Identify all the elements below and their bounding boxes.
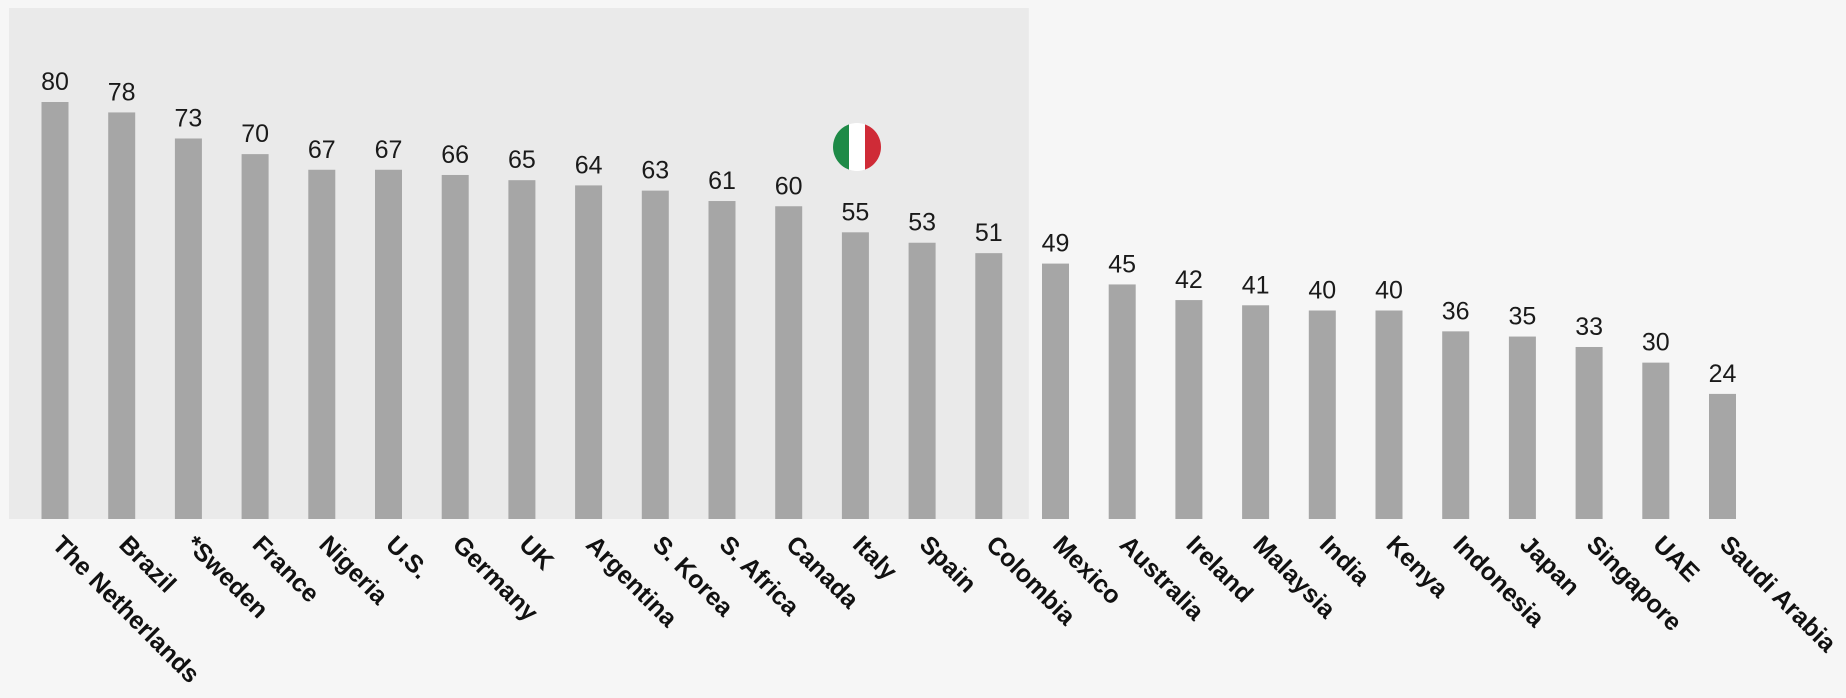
category-label-uae: UAE: [1648, 530, 1705, 587]
value-label-s-korea: 63: [641, 157, 669, 185]
bars-group: [41, 102, 1736, 520]
value-label-france: 70: [241, 120, 269, 148]
value-label-malaysia: 41: [1242, 271, 1270, 299]
bar-s-africa: [708, 201, 736, 519]
bar-u-s: [375, 169, 402, 519]
category-label-nigeria: Nigeria: [314, 530, 395, 611]
bar-nigeria: [308, 169, 336, 519]
value-label-sweden: 73: [174, 104, 202, 132]
bar-indonesia: [1442, 331, 1470, 519]
bar-italy: [841, 232, 869, 519]
bar-the-netherlands: [41, 102, 69, 519]
bar-australia: [1108, 284, 1136, 519]
value-label-singapore: 33: [1575, 313, 1603, 341]
bar-mexico: [1042, 263, 1069, 519]
bar-canada: [775, 206, 803, 519]
bar-japan: [1508, 336, 1536, 519]
value-label-s-africa: 61: [708, 167, 736, 195]
value-label-u-s: 67: [375, 136, 403, 164]
category-label-italy: Italy: [847, 530, 902, 585]
value-label-brazil: 78: [108, 78, 136, 106]
value-label-uk: 65: [508, 146, 536, 174]
value-label-colombia: 51: [975, 219, 1003, 247]
bar-s-korea: [641, 190, 669, 520]
category-label-saudi-arabia: Saudi Arabia: [1714, 530, 1842, 658]
value-label-nigeria: 67: [308, 136, 336, 164]
bar-argentina: [575, 185, 603, 519]
value-label-spain: 53: [908, 209, 936, 237]
bar-sweden: [174, 138, 202, 520]
value-label-the-netherlands: 80: [41, 68, 69, 96]
value-label-japan: 35: [1508, 303, 1536, 331]
bar-spain: [908, 242, 936, 520]
value-label-saudi-arabia: 24: [1709, 360, 1737, 388]
bar-brazil: [108, 112, 136, 520]
value-label-australia: 45: [1108, 250, 1136, 278]
value-label-kenya: 40: [1375, 277, 1403, 305]
bar-uk: [508, 180, 536, 519]
value-label-ireland: 42: [1175, 266, 1203, 294]
value-labels-group: 80 78 73 70 67 67 66 65 64 63 61 60 55 53 51 49 45 42 41 40…: [41, 68, 1736, 388]
category-labels-group: The NetherlandsBrazil*SwedenFranceNigeri…: [47, 530, 1842, 688]
bar-singapore: [1575, 346, 1603, 519]
value-label-canada: 60: [775, 172, 803, 200]
bar-france: [241, 154, 269, 519]
value-label-uae: 30: [1642, 329, 1670, 357]
bar-india: [1308, 310, 1336, 519]
bar-ireland: [1175, 300, 1203, 519]
bar-malaysia: [1242, 305, 1270, 519]
category-label-kenya: Kenya: [1381, 530, 1455, 604]
category-label-uk: UK: [514, 530, 559, 575]
category-label-u-s: U.S.: [380, 530, 434, 584]
bar-germany: [441, 174, 469, 519]
category-label-india: India: [1314, 530, 1376, 592]
italy-flag-icon: [833, 123, 881, 171]
value-label-india: 40: [1308, 277, 1336, 305]
bar-uae: [1642, 362, 1670, 519]
bar-saudi-arabia: [1709, 393, 1736, 519]
value-label-indonesia: 36: [1442, 297, 1470, 325]
value-label-germany: 66: [441, 141, 469, 169]
bar-kenya: [1375, 310, 1403, 519]
category-label-spain: Spain: [914, 530, 982, 598]
value-label-argentina: 64: [575, 151, 603, 179]
bar-colombia: [975, 253, 1003, 519]
value-label-mexico: 49: [1042, 230, 1070, 258]
value-label-italy: 55: [841, 198, 869, 226]
